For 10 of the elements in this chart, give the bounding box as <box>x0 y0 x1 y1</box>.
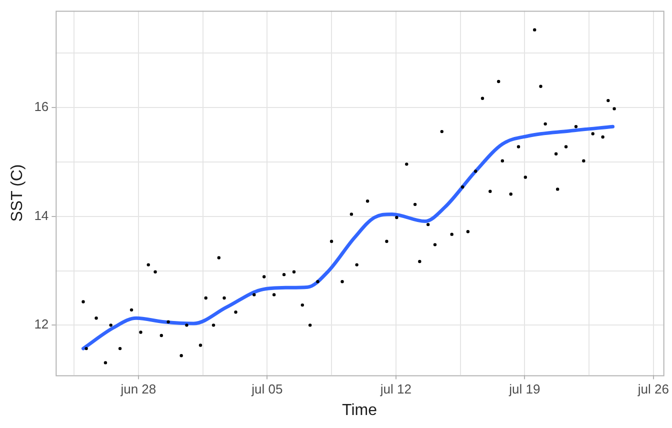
x-tick-label: jul 12 <box>379 382 412 397</box>
y-tick-label: 12 <box>34 316 49 332</box>
x-tick-label: jul 05 <box>250 382 283 397</box>
x-tick-label: jun 28 <box>120 382 156 397</box>
y-axis-title: SST (C) <box>9 164 26 222</box>
y-tick-label: 14 <box>34 208 49 223</box>
x-tick-label: jul 19 <box>508 382 540 397</box>
x-axis-title: Time <box>342 402 378 419</box>
x-tick-label: jul 26 <box>636 382 669 397</box>
y-tick-label: 16 <box>34 99 49 114</box>
